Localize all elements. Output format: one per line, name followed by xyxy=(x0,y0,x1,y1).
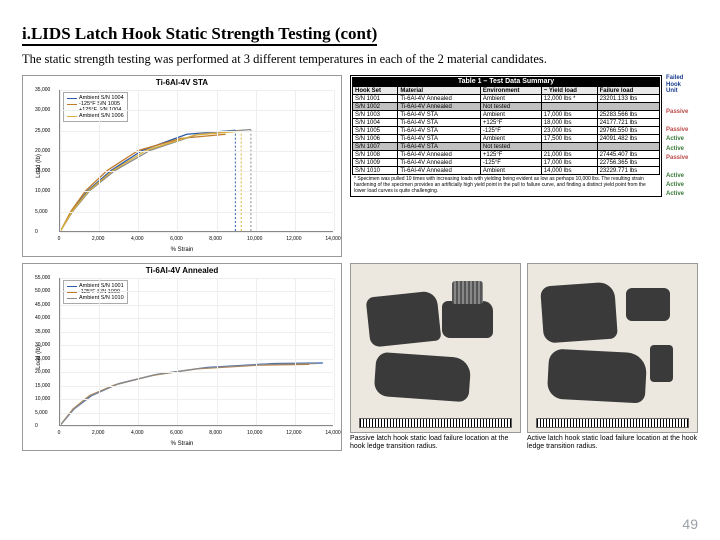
table-footnote: * Specimen was pulled 10 times with incr… xyxy=(352,175,660,195)
ruler-icon xyxy=(359,418,512,428)
chart1-ylabel: Load (lb) xyxy=(36,154,42,178)
chart2-title: Ti-6Al-4V Annealed xyxy=(146,266,218,275)
table-title: Table 1 – Test Data Summary xyxy=(352,77,660,86)
page-number: 49 xyxy=(682,516,698,532)
data-table: Hook SetMaterialEnvironment~ Yield loadF… xyxy=(352,86,660,175)
chart1-title: Ti-6Al-4V STA xyxy=(156,78,208,87)
photo-active xyxy=(527,263,698,433)
title-text: i.LIDS Latch Hook Static Strength Testin… xyxy=(22,24,377,46)
chart1-axes xyxy=(59,90,333,232)
photo-active-block: Active latch hook static load failure lo… xyxy=(527,263,698,451)
photos-panel: Passive latch hook static load failure l… xyxy=(350,263,698,451)
table-panel: Table 1 – Test Data Summary Hook SetMate… xyxy=(350,75,698,257)
page-title: i.LIDS Latch Hook Static Strength Testin… xyxy=(22,24,698,44)
chart2-xlabel: % Strain xyxy=(171,441,194,447)
failed-hook-column: FailedHookUnitPassivePassiveActiveActive… xyxy=(666,75,698,201)
photo-passive-block: Passive latch hook static load failure l… xyxy=(350,263,521,451)
data-table-wrap: Table 1 – Test Data Summary Hook SetMate… xyxy=(350,75,662,197)
intro-text: The static strength testing was performe… xyxy=(22,52,698,67)
caption-passive: Passive latch hook static load failure l… xyxy=(350,435,521,451)
photo-passive xyxy=(350,263,521,433)
ruler-icon xyxy=(536,418,689,428)
content-grid: Ti-6Al-4V STA Load (lb) % Strain Ambient… xyxy=(22,75,698,451)
chart-sta: Ti-6Al-4V STA Load (lb) % Strain Ambient… xyxy=(22,75,342,257)
chart1-xlabel: % Strain xyxy=(171,247,194,253)
chart-annealed: Ti-6Al-4V Annealed Load (lb) % Strain Am… xyxy=(22,263,342,451)
caption-active: Active latch hook static load failure lo… xyxy=(527,435,698,451)
chart2-axes xyxy=(59,278,333,426)
